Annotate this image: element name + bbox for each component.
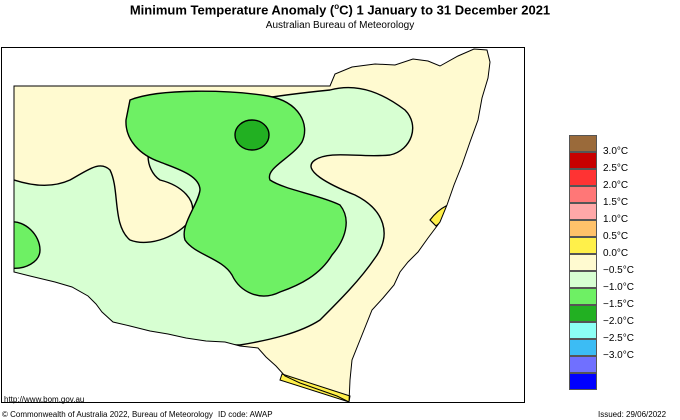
legend-swatch-5 (569, 220, 597, 237)
legend-label-8: −0.5°C (603, 265, 634, 276)
legend-swatch-11 (569, 322, 597, 339)
legend-label-9: −1.0°C (603, 282, 634, 293)
issued-date: Issued: 29/06/2022 (598, 410, 667, 419)
legend-swatch-6 (569, 237, 597, 254)
anomaly-region-west-green (14, 221, 41, 269)
map-title: Minimum Temperature Anomaly (oC) 1 Janua… (129, 2, 551, 18)
anomaly-region-dark-green (234, 119, 270, 151)
legend-swatch-2 (569, 169, 597, 186)
legend-swatch-0 (569, 135, 597, 152)
copyright-text: © Commonwealth of Australia 2022, Bureau… (2, 410, 213, 419)
legend-label-10: −1.5°C (603, 299, 634, 310)
legend-swatch-10 (569, 305, 597, 322)
legend-label-12: −2.5°C (603, 333, 634, 344)
legend-swatch-9 (569, 288, 597, 305)
legend-label-4: 1.5°C (603, 197, 629, 208)
legend-swatch-14 (569, 373, 597, 390)
legend-label-11: −2.0°C (603, 316, 634, 327)
anomaly-region-green (125, 90, 347, 297)
legend-swatch-1 (569, 152, 597, 169)
legend-swatch-7 (569, 254, 597, 271)
legend-swatch-13 (569, 356, 597, 373)
id-code: ID code: AWAP (218, 410, 273, 419)
legend-label-5: 1.0°C (603, 214, 629, 225)
legend-label-1: 3.0°C (603, 146, 629, 157)
legend-swatch-8 (569, 271, 597, 288)
legend-label-2: 2.5°C (603, 163, 629, 174)
source-url: http://www.bom.gov.au (4, 395, 85, 404)
legend-label-3: 2.0°C (603, 180, 629, 191)
map-subtitle: Australian Bureau of Meteorology (265, 20, 415, 31)
legend-label-13: −3.0°C (603, 350, 634, 361)
legend-swatch-3 (569, 186, 597, 203)
legend-label-6: 0.5°C (603, 231, 629, 242)
map-frame (1, 47, 525, 403)
legend-label-7: 0.0°C (603, 248, 629, 259)
legend-swatch-4 (569, 203, 597, 220)
legend-swatch-12 (569, 339, 597, 356)
